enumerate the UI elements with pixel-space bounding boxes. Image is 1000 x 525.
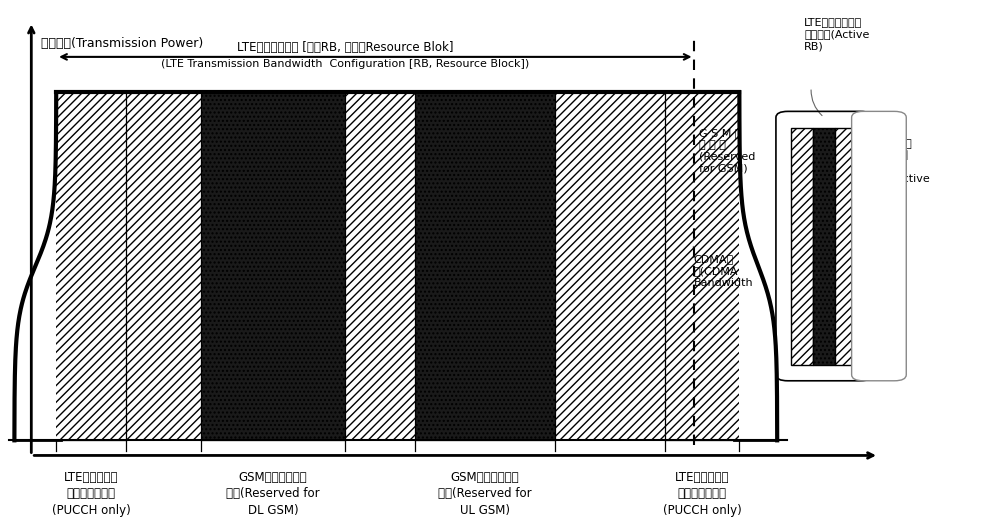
FancyBboxPatch shape bbox=[852, 111, 906, 381]
Text: LTE物理上行控
制信道专用资源
(PUCCH only): LTE物理上行控 制信道专用资源 (PUCCH only) bbox=[52, 470, 131, 517]
Bar bbox=[835, 128, 857, 365]
Bar bbox=[813, 128, 835, 365]
Text: 传输功率(Transmission Power): 传输功率(Transmission Power) bbox=[41, 37, 204, 50]
Text: GSM下行链路预留
资源(Reserved for
DL GSM): GSM下行链路预留 资源(Reserved for DL GSM) bbox=[226, 470, 320, 517]
Text: CDMA带
宽(CDMA
Bandwidth: CDMA带 宽(CDMA Bandwidth bbox=[693, 254, 753, 288]
Text: LTE物理上行控
制信道专用资源
(PUCCH only): LTE物理上行控 制信道专用资源 (PUCCH only) bbox=[663, 470, 741, 517]
Text: LTE当前
空 闲 资
源  块
(Inactive
RB): LTE当前 空 闲 资 源 块 (Inactive RB) bbox=[881, 138, 930, 196]
Bar bbox=[415, 92, 555, 440]
Text: LTE传输带宽配置 [单位RB, 资源块Resource Blok]: LTE传输带宽配置 [单位RB, 资源块Resource Blok] bbox=[237, 41, 454, 55]
Text: G S M 预
留 带 宽
(Reserved
for GSM): G S M 预 留 带 宽 (Reserved for GSM) bbox=[699, 128, 756, 174]
Text: GSM上行链路预留
资源(Reserved for
UL GSM): GSM上行链路预留 资源(Reserved for UL GSM) bbox=[438, 470, 532, 517]
Bar bbox=[201, 92, 345, 440]
Bar bbox=[56, 92, 739, 440]
Bar bbox=[791, 128, 813, 365]
Text: (LTE Transmission Bandwidth  Configuration [RB, Resource Block]): (LTE Transmission Bandwidth Configuratio… bbox=[161, 59, 530, 69]
Text: LTE当前正在使用
的资源块(Active
RB): LTE当前正在使用 的资源块(Active RB) bbox=[804, 16, 870, 51]
